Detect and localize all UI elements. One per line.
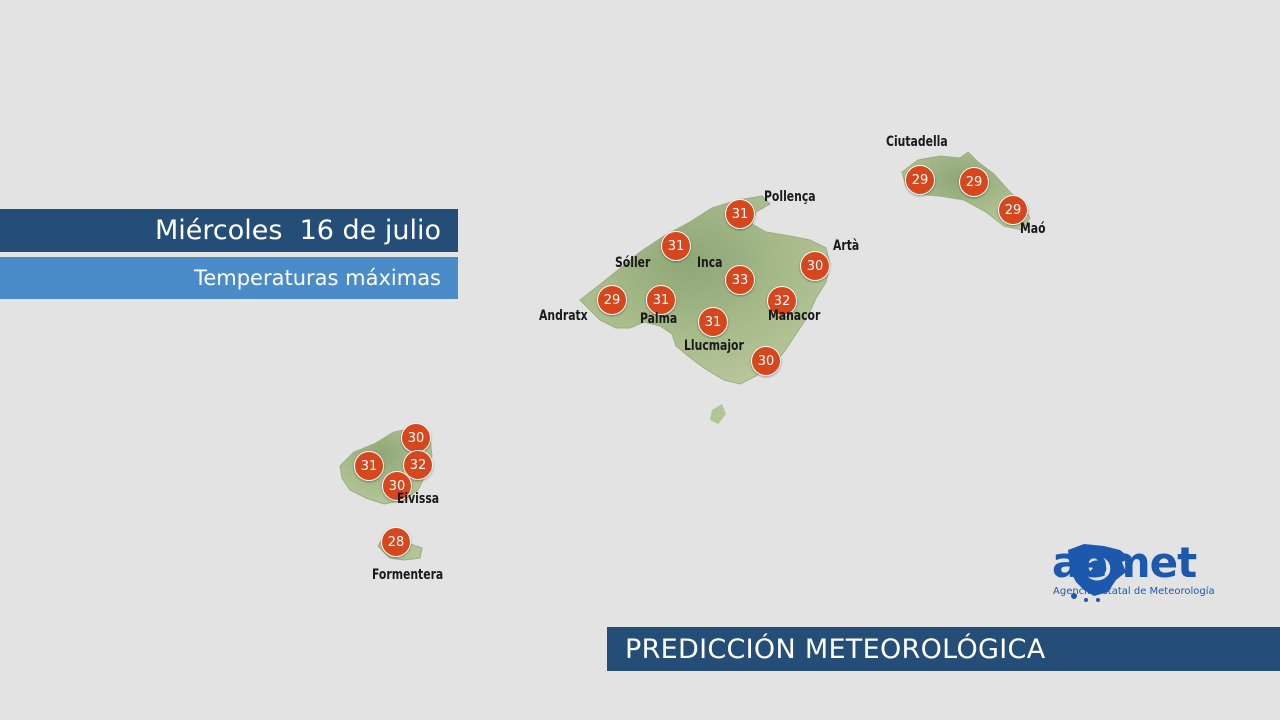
place-label: Pollença [764,189,816,205]
place-label: Artà [833,238,860,254]
place-label: Ciutadella [886,134,948,150]
temp-badge: 33 [725,265,755,295]
place-label: Palma [640,311,678,327]
date-banner: Miércoles 16 de julio [0,209,458,252]
place-label: Formentera [372,567,444,583]
temp-badge: 31 [646,285,676,315]
logo-wordmark: aemet [1052,538,1197,587]
temp-badge: 29 [959,167,989,197]
subtitle-banner: Temperaturas máximas [0,257,458,299]
place-label: Manacor [768,308,821,324]
temp-badge: 31 [698,307,728,337]
place-label: Inca [697,255,723,271]
footer-banner: PREDICCIÓN METEOROLÓGICA [607,627,1280,671]
temp-badge: 28 [381,527,411,557]
logo-tagline: Agencia Estatal de Meteorología [1053,586,1215,597]
place-label: Sóller [615,255,651,271]
temp-badge: 30 [751,346,781,376]
temp-badge: 29 [905,165,935,195]
temp-badge: 29 [998,195,1028,225]
temp-badge: 32 [767,286,797,316]
subtitle-text: Temperaturas máximas [194,266,441,290]
temp-badge: 30 [800,251,830,281]
place-label: Andratx [539,308,588,324]
aemet-logo-icon [1068,544,1130,602]
temp-badge: 31 [725,199,755,229]
cabrera-island [710,404,726,424]
temp-badge: 30 [401,423,431,453]
footer-title: PREDICCIÓN METEOROLÓGICA [625,633,1046,665]
temp-badge: 30 [382,471,412,501]
temp-badge: 31 [354,451,384,481]
mallorca-island [579,195,831,385]
place-label: Llucmajor [684,338,744,354]
temp-badge: 31 [661,231,691,261]
temp-badge: 29 [597,285,627,315]
date-text: Miércoles 16 de julio [154,215,441,246]
place-label: Eivissa [397,491,440,507]
place-label: Maó [1020,221,1046,237]
